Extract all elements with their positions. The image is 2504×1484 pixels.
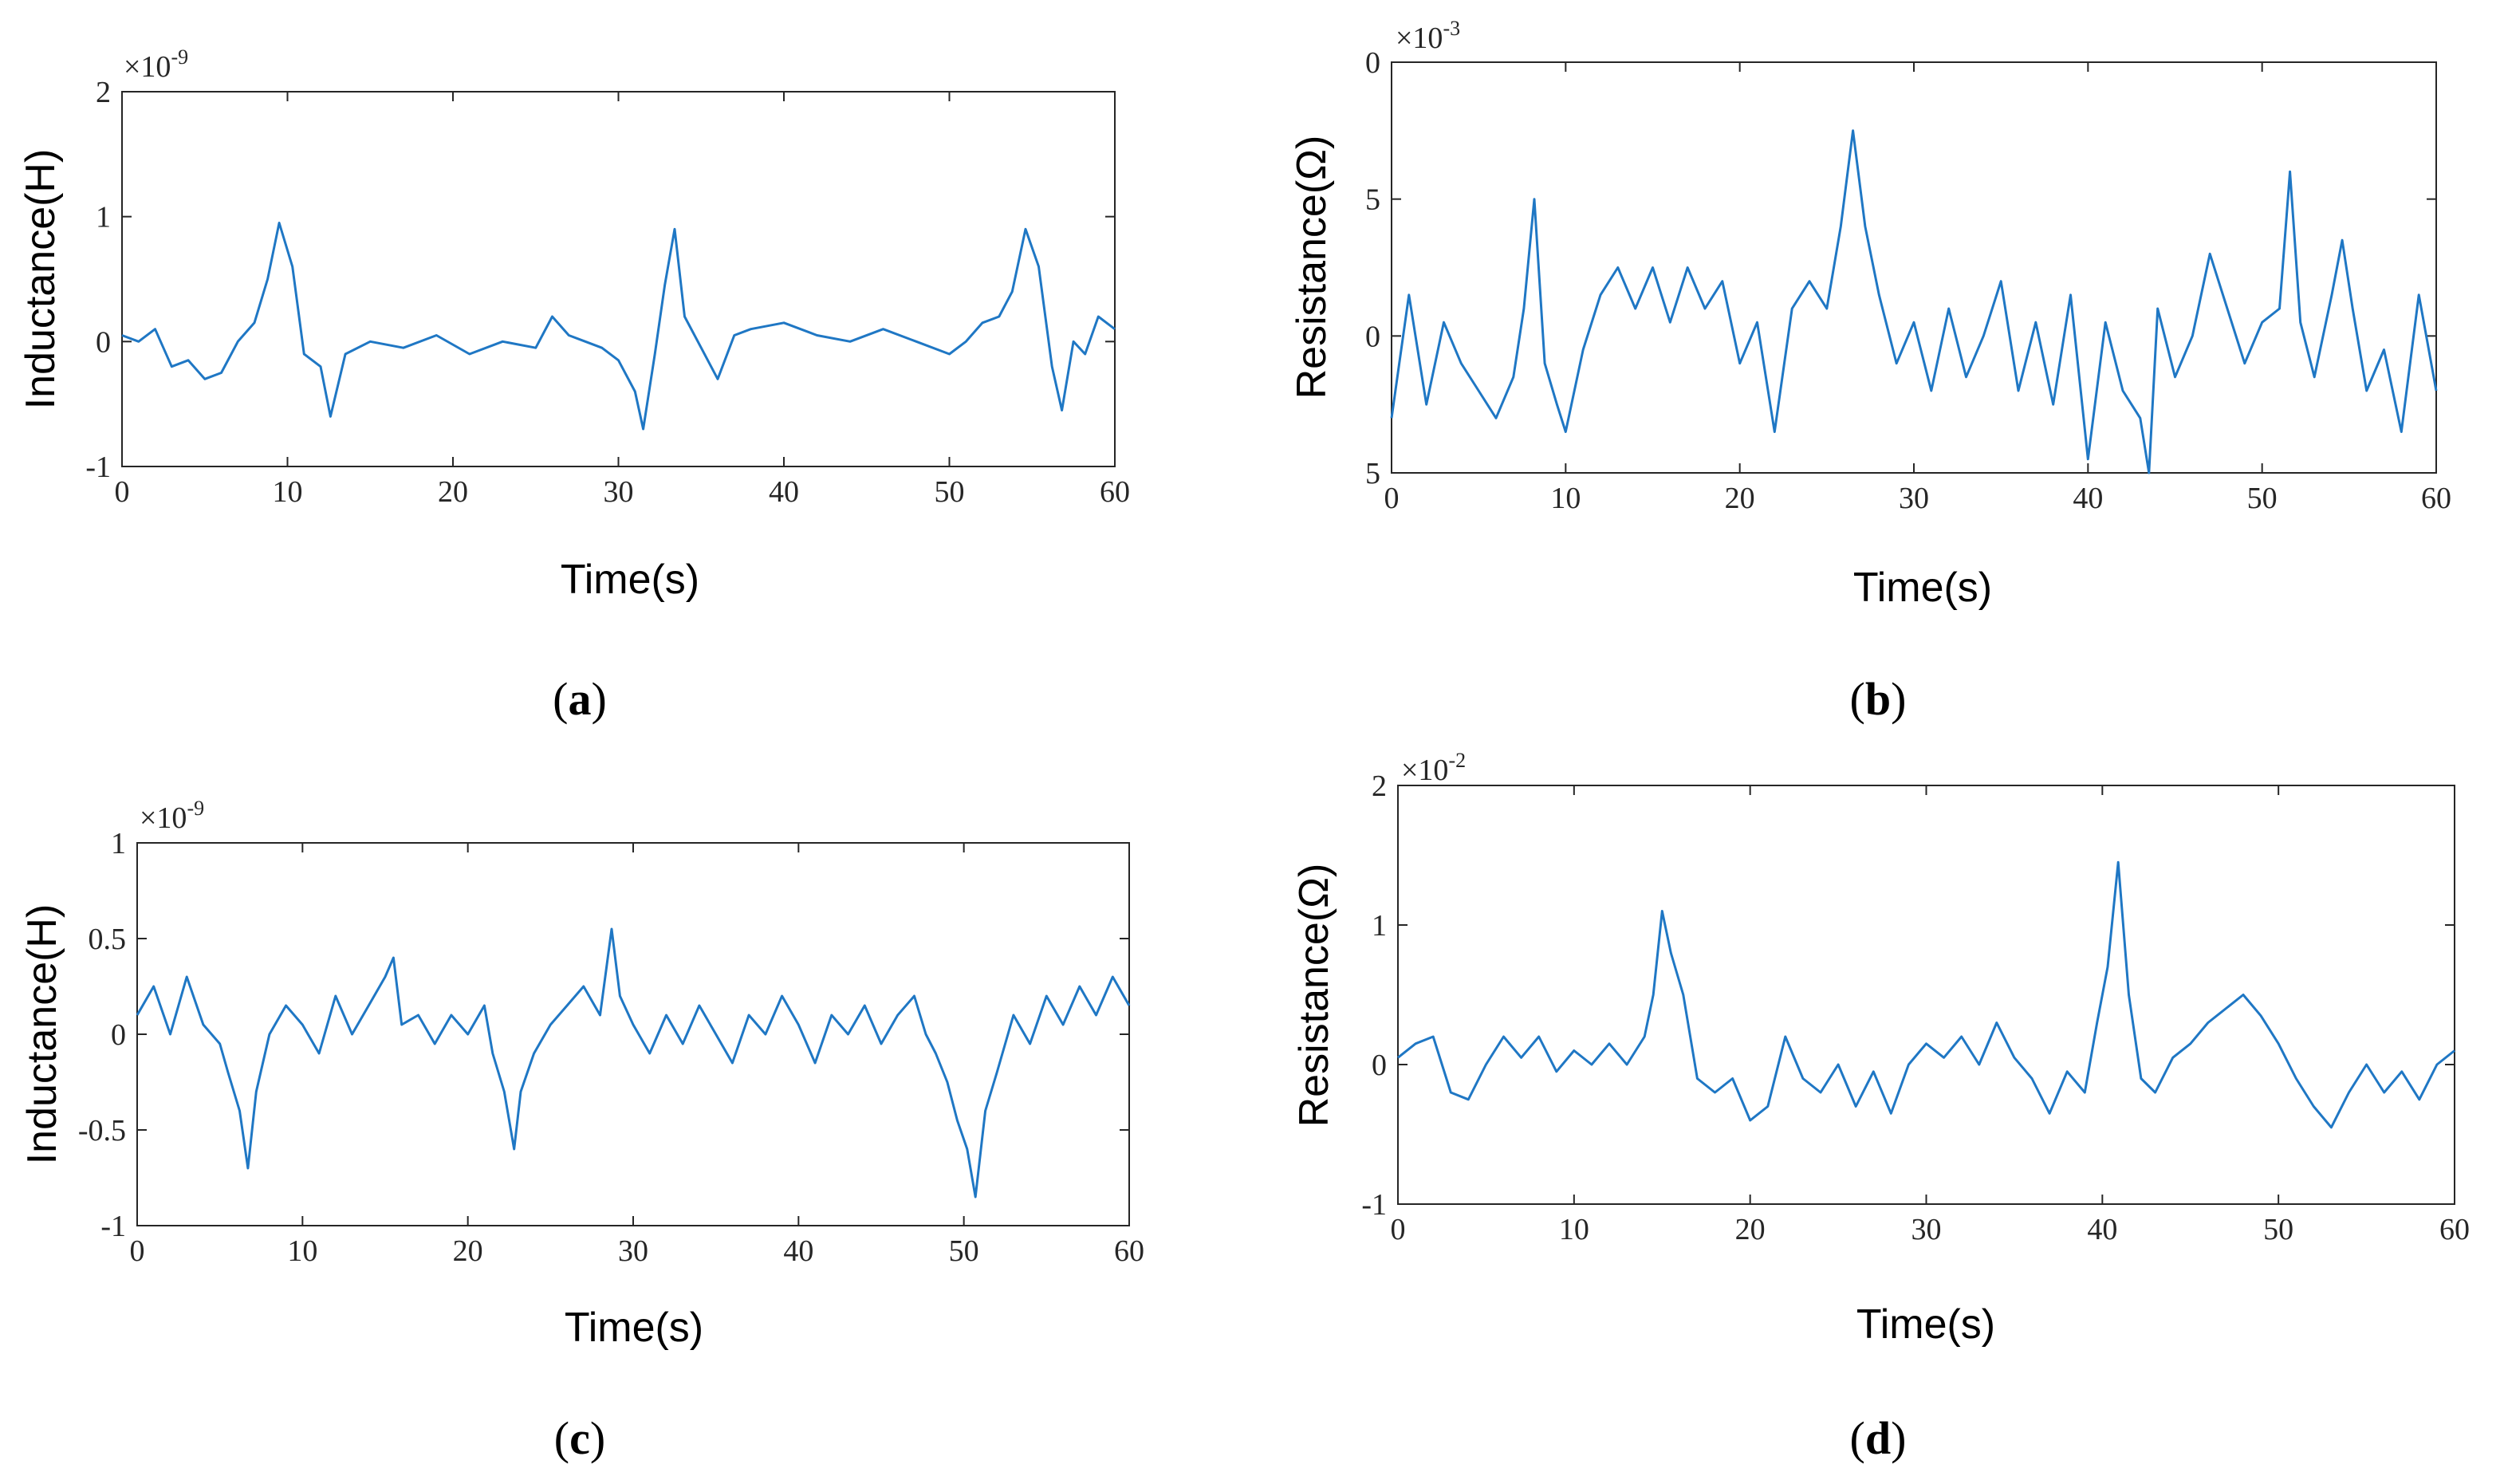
panel-c: 0 10 20 30 40 50 60 1 0.5 0 -0.5 -1 ×10-9 Inductanc… — [19, 797, 1144, 1464]
y-tick-label: -1 — [85, 451, 111, 484]
y-tick-label: 5 — [1365, 183, 1380, 217]
x-tick-label: 20 — [453, 1234, 483, 1268]
x-tick-label: 50 — [935, 475, 965, 509]
axis-multiplier: ×10-9 — [124, 45, 188, 84]
panel-label: (a) — [553, 673, 607, 725]
y-tick-label: 0 — [1365, 320, 1380, 353]
x-tick-label: 60 — [1100, 475, 1130, 509]
y-tick-label: 0 — [1372, 1049, 1387, 1082]
x-tick-label: 20 — [1725, 482, 1755, 515]
panel-label: (c) — [554, 1412, 605, 1464]
axis-multiplier: ×10-2 — [1401, 749, 1466, 787]
x-tick-label: 60 — [2421, 482, 2451, 515]
data-line-inductance — [121, 222, 1116, 431]
y-tick-label: 0 — [1365, 46, 1380, 80]
x-tick-label: 50 — [949, 1234, 979, 1268]
y-tick-label: 2 — [96, 76, 111, 109]
panel-label: (d) — [1850, 1412, 1907, 1464]
x-axis-label: Time(s) — [1856, 1301, 1995, 1348]
y-tick-label: 5 — [1365, 457, 1380, 490]
x-tick-label: 40 — [2087, 1213, 2117, 1246]
axis-multiplier: ×10-3 — [1396, 17, 1460, 55]
y-tick-label: 1 — [96, 201, 111, 234]
data-line-inductance — [136, 927, 1131, 1199]
x-tick-label: 60 — [1114, 1234, 1144, 1268]
x-tick-label: 0 — [1391, 1213, 1406, 1246]
x-tick-label: 50 — [2263, 1213, 2293, 1246]
y-tick-label: -1 — [1361, 1188, 1387, 1222]
x-axis-label: Time(s) — [1853, 565, 1992, 611]
x-axis-label: Time(s) — [565, 1305, 703, 1351]
x-tick-label: 10 — [287, 1234, 317, 1268]
x-tick-label: 10 — [273, 475, 303, 509]
y-tick-label: 1 — [111, 827, 126, 860]
y-axis-label: Resistance(Ω) — [1291, 864, 1337, 1128]
y-axis-label: Inductance(H) — [18, 149, 64, 410]
plot-frame — [1397, 785, 2455, 1205]
y-tick-label: 1 — [1372, 909, 1387, 943]
x-tick-label: 30 — [1899, 482, 1929, 515]
plot-frame — [136, 842, 1130, 1226]
x-tick-label: 40 — [2073, 482, 2103, 515]
x-tick-label: 40 — [769, 475, 799, 509]
data-line-resistance — [1390, 129, 2438, 474]
x-tick-label: 0 — [130, 1234, 145, 1268]
x-tick-label: 30 — [618, 1234, 648, 1268]
y-tick-label: -0.5 — [78, 1114, 126, 1147]
y-tick-label: 0 — [96, 325, 111, 359]
y-tick-label: -1 — [100, 1210, 126, 1243]
x-tick-label: 10 — [1559, 1213, 1589, 1246]
x-tick-label: 30 — [1911, 1213, 1942, 1246]
x-tick-label: 40 — [783, 1234, 813, 1268]
x-tick-label: 0 — [115, 475, 130, 509]
axis-ticks: 0 10 20 30 40 50 60 1 0.5 0 -0.5 -1 — [78, 827, 1144, 1268]
y-tick-label: 0.5 — [89, 923, 127, 956]
y-tick-label: 2 — [1372, 770, 1387, 803]
x-tick-label: 10 — [1550, 482, 1581, 515]
x-tick-label: 30 — [604, 475, 634, 509]
data-line-resistance — [1397, 860, 2455, 1129]
x-tick-label: 0 — [1384, 482, 1400, 515]
x-tick-label: 20 — [438, 475, 468, 509]
axis-multiplier: ×10-9 — [140, 797, 204, 835]
panel-label: (b) — [1850, 673, 1907, 725]
x-axis-label: Time(s) — [561, 557, 699, 603]
x-tick-label: 60 — [2439, 1213, 2470, 1246]
x-tick-label: 20 — [1735, 1213, 1766, 1246]
plot-frame — [1391, 61, 2437, 474]
plot-frame — [121, 91, 1116, 467]
y-axis-label: Inductance(H) — [19, 904, 65, 1165]
y-tick-label: 0 — [111, 1018, 126, 1052]
y-axis-label: Resistance(Ω) — [1289, 136, 1335, 400]
x-tick-label: 50 — [2247, 482, 2278, 515]
